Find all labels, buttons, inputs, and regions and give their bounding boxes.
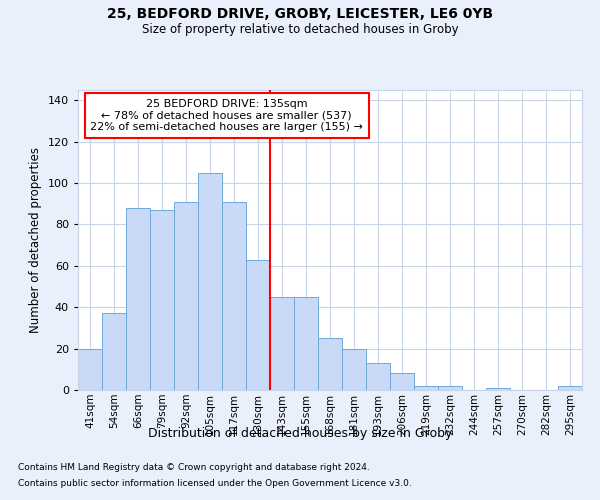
- Y-axis label: Number of detached properties: Number of detached properties: [29, 147, 42, 333]
- Bar: [222, 202, 246, 390]
- Bar: [318, 338, 342, 390]
- Bar: [246, 260, 270, 390]
- Bar: [150, 210, 174, 390]
- Bar: [558, 386, 582, 390]
- Text: 25 BEDFORD DRIVE: 135sqm
← 78% of detached houses are smaller (537)
22% of semi-: 25 BEDFORD DRIVE: 135sqm ← 78% of detach…: [90, 99, 363, 132]
- Bar: [390, 374, 414, 390]
- Bar: [270, 297, 294, 390]
- Text: Contains public sector information licensed under the Open Government Licence v3: Contains public sector information licen…: [18, 478, 412, 488]
- Bar: [414, 386, 438, 390]
- Bar: [366, 363, 390, 390]
- Bar: [126, 208, 150, 390]
- Text: Distribution of detached houses by size in Groby: Distribution of detached houses by size …: [148, 428, 452, 440]
- Text: 25, BEDFORD DRIVE, GROBY, LEICESTER, LE6 0YB: 25, BEDFORD DRIVE, GROBY, LEICESTER, LE6…: [107, 8, 493, 22]
- Bar: [78, 348, 102, 390]
- Bar: [198, 173, 222, 390]
- Bar: [102, 314, 126, 390]
- Bar: [294, 297, 318, 390]
- Text: Contains HM Land Registry data © Crown copyright and database right 2024.: Contains HM Land Registry data © Crown c…: [18, 464, 370, 472]
- Bar: [174, 202, 198, 390]
- Text: Size of property relative to detached houses in Groby: Size of property relative to detached ho…: [142, 22, 458, 36]
- Bar: [486, 388, 510, 390]
- Bar: [438, 386, 462, 390]
- Bar: [342, 348, 366, 390]
